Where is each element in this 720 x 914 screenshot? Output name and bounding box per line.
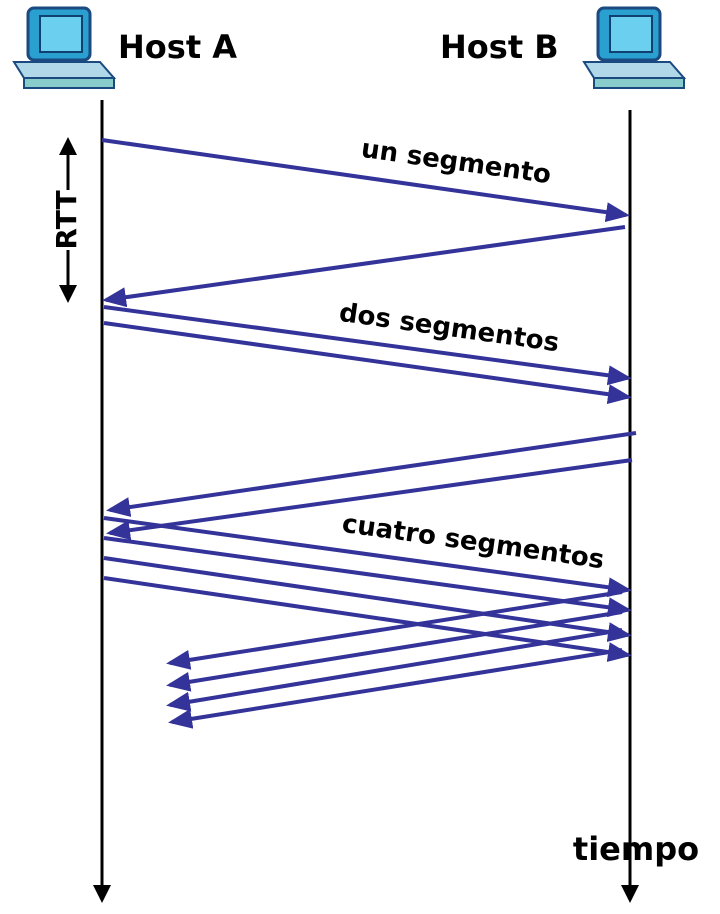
host-b-icon [584,8,684,88]
segment-label: cuatro segmentos [340,509,606,575]
diagram: Host A Host B RTT un segmento dos segmen… [0,0,720,914]
ack-arrow [172,650,622,722]
rtt-label: RTT [50,190,83,249]
segment-label: dos segmentos [337,298,561,359]
ack-arrow [170,630,622,705]
host-a-icon [14,8,114,88]
host-label: Host A [118,28,237,66]
segments [102,140,636,722]
time-label: tiempo [573,830,699,868]
ack-arrow [170,612,622,685]
host-label: Host B [440,28,559,66]
ack-arrow [106,227,625,300]
